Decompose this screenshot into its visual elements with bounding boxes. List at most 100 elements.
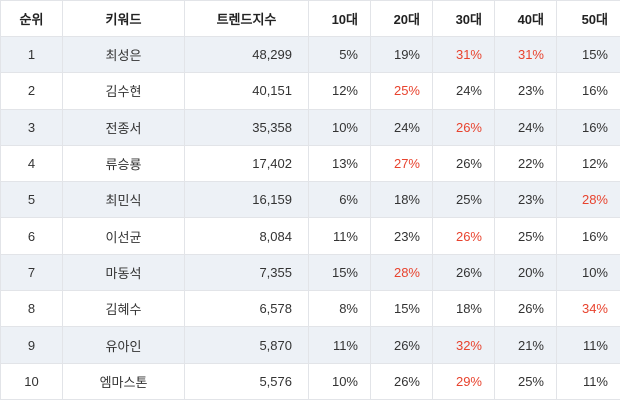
rank-cell: 3	[0, 108, 63, 146]
keyword-cell: 전종서	[62, 108, 185, 146]
age-percent-cell: 26%	[432, 217, 495, 255]
age-percent-cell: 24%	[432, 72, 495, 110]
age-percent-cell: 6%	[308, 181, 371, 219]
table-body: 1 최성은 48,299 5% 19% 31% 31% 15% 2 김수현 40,151 12% 25%…	[0, 35, 620, 400]
column-header-3: 10대	[308, 0, 371, 37]
age-percent-cell: 15%	[556, 35, 620, 74]
age-percent-cell: 11%	[556, 362, 620, 400]
rank-cell: 6	[0, 217, 63, 255]
age-percent-cell: 28%	[370, 253, 433, 292]
age-percent-cell: 26%	[494, 290, 557, 328]
column-header-4: 20대	[370, 0, 433, 37]
age-percent-cell: 11%	[308, 217, 371, 255]
age-percent-cell: 10%	[308, 362, 371, 400]
age-percent-cell: 12%	[308, 72, 371, 110]
age-percent-cell: 34%	[556, 290, 620, 328]
rank-cell: 8	[0, 290, 63, 328]
keyword-cell: 유아인	[62, 326, 185, 364]
age-percent-cell: 31%	[494, 35, 557, 74]
table-header: 순위 키워드 트렌드지수 10대 20대 30대 40대 50대	[0, 0, 620, 37]
age-percent-cell: 11%	[308, 326, 371, 364]
age-percent-cell: 23%	[494, 181, 557, 219]
keyword-cell: 김수현	[62, 72, 185, 110]
age-percent-cell: 16%	[556, 108, 620, 146]
age-percent-cell: 26%	[432, 108, 495, 146]
age-percent-cell: 25%	[494, 217, 557, 255]
column-header-1: 키워드	[62, 0, 185, 37]
trend-index-cell: 17,402	[184, 144, 309, 183]
age-percent-cell: 32%	[432, 326, 495, 364]
rank-cell: 1	[0, 35, 63, 74]
table-row: 9 유아인 5,870 11% 26% 32% 21% 11%	[0, 326, 620, 364]
age-percent-cell: 28%	[556, 181, 620, 219]
age-percent-cell: 26%	[370, 326, 433, 364]
age-percent-cell: 18%	[370, 181, 433, 219]
table-row: 4 류승룡 17,402 13% 27% 26% 22% 12%	[0, 144, 620, 183]
trend-index-cell: 48,299	[184, 35, 309, 74]
keyword-cell: 엠마스톤	[62, 362, 185, 400]
column-header-2: 트렌드지수	[184, 0, 309, 37]
rank-cell: 7	[0, 253, 63, 292]
age-percent-cell: 15%	[308, 253, 371, 292]
trend-index-cell: 40,151	[184, 72, 309, 110]
age-percent-cell: 26%	[432, 253, 495, 292]
age-percent-cell: 10%	[308, 108, 371, 146]
trend-index-cell: 5,870	[184, 326, 309, 364]
trend-index-cell: 5,576	[184, 362, 309, 400]
trend-index-cell: 7,355	[184, 253, 309, 292]
column-header-0: 순위	[0, 0, 63, 37]
rank-cell: 9	[0, 326, 63, 364]
table-row: 10 엠마스톤 5,576 10% 26% 29% 25% 11%	[0, 362, 620, 400]
age-percent-cell: 21%	[494, 326, 557, 364]
age-percent-cell: 24%	[494, 108, 557, 146]
age-percent-cell: 5%	[308, 35, 371, 74]
age-percent-cell: 27%	[370, 144, 433, 183]
table-row: 6 이선균 8,084 11% 23% 26% 25% 16%	[0, 217, 620, 255]
trend-index-cell: 8,084	[184, 217, 309, 255]
age-percent-cell: 22%	[494, 144, 557, 183]
table-row: 1 최성은 48,299 5% 19% 31% 31% 15%	[0, 35, 620, 74]
age-percent-cell: 26%	[432, 144, 495, 183]
trend-index-cell: 35,358	[184, 108, 309, 146]
keyword-cell: 마동석	[62, 253, 185, 292]
keyword-cell: 이선균	[62, 217, 185, 255]
age-percent-cell: 26%	[370, 362, 433, 400]
age-percent-cell: 13%	[308, 144, 371, 183]
age-percent-cell: 20%	[494, 253, 557, 292]
age-percent-cell: 25%	[494, 362, 557, 400]
keyword-cell: 류승룡	[62, 144, 185, 183]
keyword-cell: 김혜수	[62, 290, 185, 328]
column-header-6: 40대	[494, 0, 557, 37]
table-row: 3 전종서 35,358 10% 24% 26% 24% 16%	[0, 108, 620, 146]
age-percent-cell: 29%	[432, 362, 495, 400]
rank-cell: 10	[0, 362, 63, 400]
header-row: 순위 키워드 트렌드지수 10대 20대 30대 40대 50대	[0, 0, 620, 37]
table-row: 8 김혜수 6,578 8% 15% 18% 26% 34%	[0, 290, 620, 328]
trend-index-cell: 6,578	[184, 290, 309, 328]
age-percent-cell: 19%	[370, 35, 433, 74]
age-percent-cell: 16%	[556, 217, 620, 255]
age-percent-cell: 12%	[556, 144, 620, 183]
age-percent-cell: 25%	[432, 181, 495, 219]
column-header-7: 50대	[556, 0, 620, 37]
age-percent-cell: 8%	[308, 290, 371, 328]
age-percent-cell: 25%	[370, 72, 433, 110]
age-percent-cell: 16%	[556, 72, 620, 110]
age-percent-cell: 31%	[432, 35, 495, 74]
column-header-5: 30대	[432, 0, 495, 37]
age-percent-cell: 24%	[370, 108, 433, 146]
rank-cell: 4	[0, 144, 63, 183]
age-percent-cell: 18%	[432, 290, 495, 328]
table-row: 2 김수현 40,151 12% 25% 24% 23% 16%	[0, 72, 620, 110]
table-row: 7 마동석 7,355 15% 28% 26% 20% 10%	[0, 253, 620, 292]
rank-cell: 5	[0, 181, 63, 219]
keyword-cell: 최성은	[62, 35, 185, 74]
age-percent-cell: 11%	[556, 326, 620, 364]
trend-index-cell: 16,159	[184, 181, 309, 219]
keyword-cell: 최민식	[62, 181, 185, 219]
table-row: 5 최민식 16,159 6% 18% 25% 23% 28%	[0, 181, 620, 219]
age-percent-cell: 23%	[494, 72, 557, 110]
age-percent-cell: 10%	[556, 253, 620, 292]
age-percent-cell: 23%	[370, 217, 433, 255]
